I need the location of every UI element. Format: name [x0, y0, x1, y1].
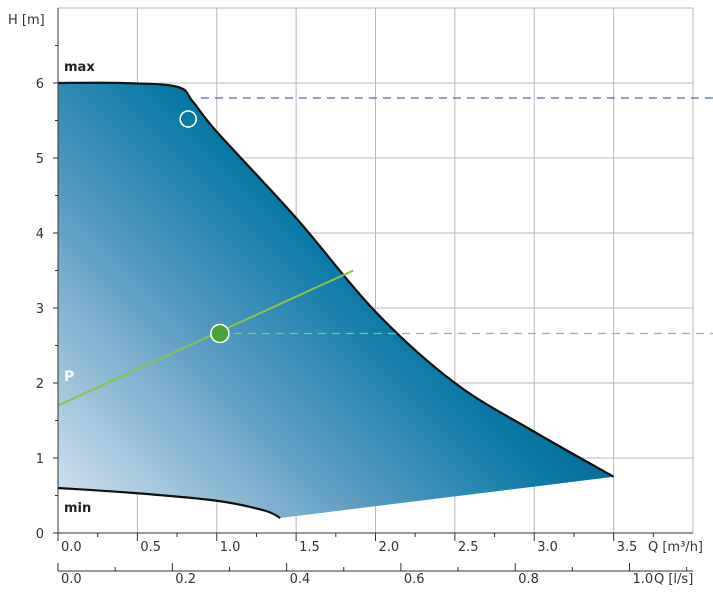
x-tick-label: 3.5 — [617, 540, 638, 555]
p-control-line — [57, 269, 354, 407]
y-tick-label: 6 — [36, 77, 44, 92]
y-tick-label: 2 — [36, 377, 44, 392]
x-axis-secondary-title: Q [l/s] — [654, 572, 693, 587]
y-tick-label: 0 — [36, 527, 44, 542]
min-curve — [57, 486, 281, 519]
x-tick-label: 1.0 — [220, 540, 241, 555]
x2-tick-label: 0.0 — [61, 572, 82, 587]
max-curve — [57, 81, 615, 478]
max-curve-point — [179, 110, 197, 128]
x-axis-primary-title: Q [m³/h] — [648, 540, 703, 555]
tick-labels: 0 1 2 3 4 5 6 0.0 0.5 1.0 1.5 2.0 2.5 3.0 3.5 0.0 0.2 0.4… — [36, 77, 653, 587]
y-tick-label: 5 — [36, 152, 44, 167]
x-tick-label: 0.5 — [140, 540, 161, 555]
x-tick-label: 2.0 — [379, 540, 400, 555]
max-curve-label: max — [64, 60, 95, 75]
x-tick-label: 1.5 — [299, 540, 320, 555]
x2-tick-label: 0.4 — [290, 572, 311, 587]
x2-tick-label: 0.6 — [404, 572, 425, 587]
x2-tick-label: 0.8 — [518, 572, 539, 587]
y-tick-label: 4 — [36, 227, 44, 242]
min-curve-label: min — [64, 501, 91, 516]
y-tick-label: 3 — [36, 302, 44, 317]
operating-point — [210, 323, 230, 344]
x-tick-label: 3.0 — [537, 540, 558, 555]
operating-area — [58, 82, 614, 533]
x-tick-label: 0.0 — [61, 540, 82, 555]
x2-tick-label: 1.0 — [633, 572, 654, 587]
x2-tick-label: 0.2 — [175, 572, 196, 587]
y-tick-label: 1 — [36, 452, 44, 467]
tick-marks — [53, 45, 688, 571]
p-curve-label: P — [64, 369, 74, 385]
x-tick-label: 2.5 — [458, 540, 479, 555]
y-axis-title: H [m] — [8, 13, 45, 28]
